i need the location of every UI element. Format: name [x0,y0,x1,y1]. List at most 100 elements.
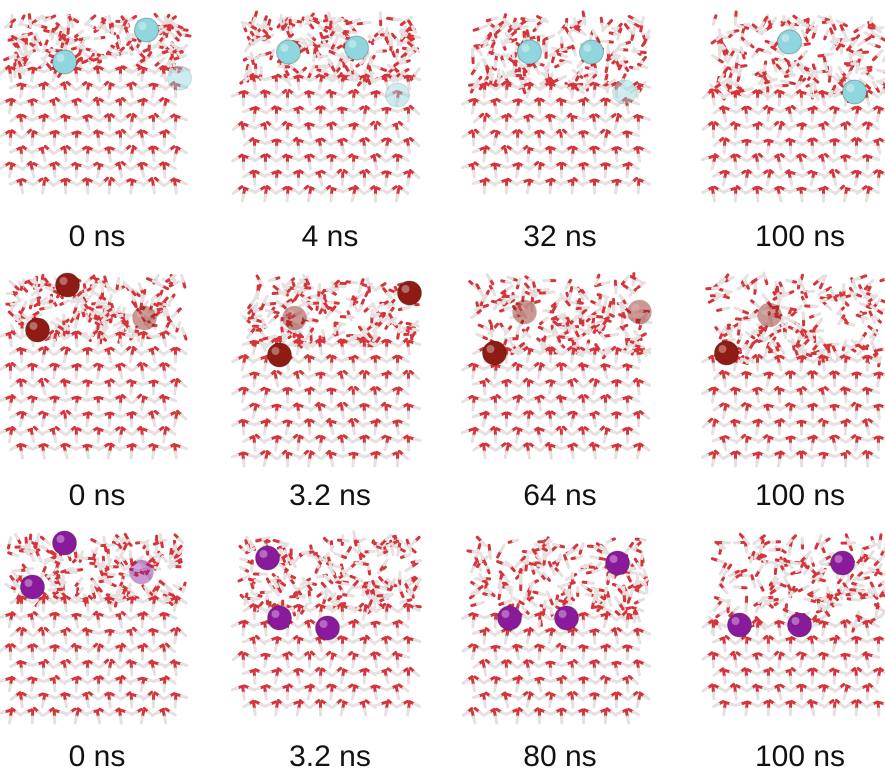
bond-white [584,447,588,451]
bond-white [264,296,267,302]
bond-white [32,118,37,120]
bond-white [158,54,163,57]
bond-white [97,171,98,177]
bond-white [473,404,474,410]
bond-white [70,42,74,44]
bond-white [507,431,512,434]
bond-white [535,289,537,295]
bond-white [87,91,88,97]
bond-white [87,399,92,400]
bond-white [288,142,292,146]
bond-white [319,26,323,29]
bond-white [835,190,839,194]
bond-white [359,286,361,292]
bond-white [152,297,155,299]
bond-white [595,420,596,426]
bond-white [283,375,287,378]
bond-white [242,23,244,27]
bond-white [472,314,476,317]
bond-white [327,343,332,345]
bond-white [775,142,780,143]
bond-white [296,287,303,288]
bond-white [154,420,155,426]
bond-white [332,73,336,77]
bond-white [182,329,184,334]
bond-white [505,452,506,458]
bond-white [343,380,344,386]
bond-white [634,19,639,22]
bond-white [747,158,752,161]
bond-white [24,302,26,306]
bond-white [321,412,322,418]
bond-white [172,323,175,327]
bond-white [841,142,846,144]
bond-white [319,83,320,89]
bond-white [264,460,265,466]
bond-white [43,303,47,304]
bond-white [535,447,540,450]
bond-white [173,313,177,317]
bond-white [354,407,359,410]
bond-white [17,166,22,168]
bond-white [616,166,621,168]
bond-white [265,78,270,79]
bond-white [327,375,332,377]
bond-white [835,179,836,185]
bond-white [321,455,325,459]
bond-white [287,282,290,285]
bond-white [473,86,478,87]
bond-white [628,107,629,113]
bond-white [0,399,5,401]
bond-white [33,383,37,387]
bond-white [332,407,336,410]
bond-white [627,447,632,449]
bond-white [338,94,343,96]
bond-white [270,319,274,322]
bond-white [182,276,184,282]
bond-white [747,190,752,193]
bond-white [834,158,839,160]
bond-white [764,66,765,70]
bond-white [637,280,643,283]
bond-white [595,399,600,402]
bond-white [329,13,330,18]
bond-white [52,322,57,325]
bond-white [258,55,264,57]
bond-white [76,351,81,353]
ion-highlight [782,34,790,42]
bond-white [0,70,4,74]
bond-white [42,63,46,66]
bond-white [42,420,43,426]
bond-white [479,50,482,54]
bond-white [371,174,375,178]
bond-white [604,436,605,442]
bond-white [277,94,281,98]
bond-white [579,118,584,119]
bond-white [42,356,43,362]
bond-white [55,447,60,450]
bond-white [65,134,70,136]
bond-white [591,69,595,70]
bond-white [307,39,311,42]
bond-white [387,158,392,161]
bond-white [337,63,339,68]
bond-white [598,320,603,323]
bond-white [72,182,77,185]
bond-white [404,126,408,130]
bond-white [572,166,577,168]
bond-white [255,179,256,185]
bond-white [831,46,834,49]
bond-white [398,375,402,379]
bond-white [605,383,610,385]
bond-white [846,174,851,177]
bond-white [830,94,835,95]
bond-white [747,115,748,121]
bond-white [568,328,569,332]
bond-white [264,396,265,402]
bond-white [561,182,566,184]
bond-white [84,38,89,39]
bond-white [174,282,178,284]
bond-white [474,351,479,354]
bond-white [50,415,55,417]
bond-white [628,182,632,186]
